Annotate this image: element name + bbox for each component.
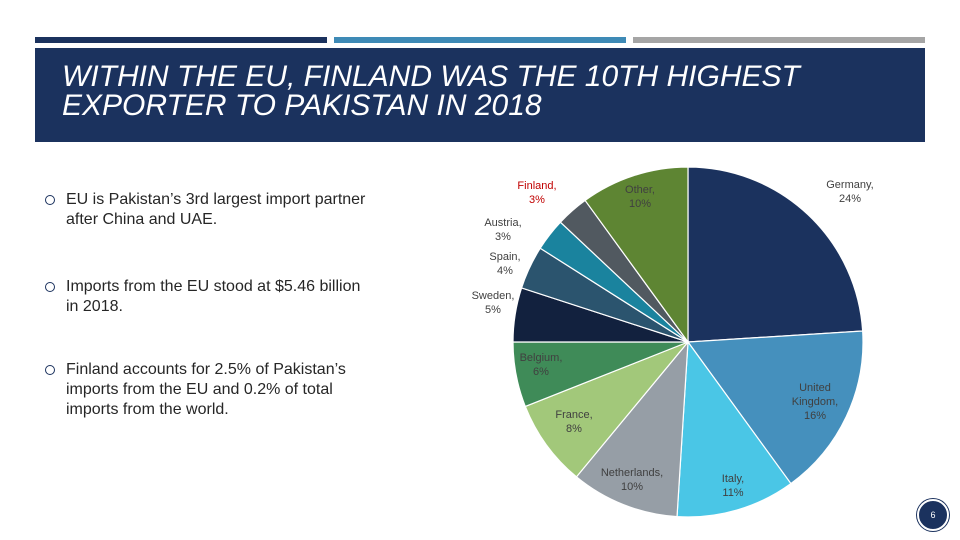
accent-bar-1 bbox=[35, 37, 327, 43]
bullet-text: Finland accounts for 2.5% of Pakistan’s … bbox=[66, 361, 346, 418]
bullet-circle-icon bbox=[45, 282, 55, 292]
data-label-united-kingdom: United Kingdom, 16% bbox=[792, 382, 838, 422]
data-label-belgium: Belgium, 6% bbox=[520, 352, 563, 378]
bullet-text: Imports from the EU stood at $5.46 billi… bbox=[66, 278, 361, 315]
pie-slice-italy bbox=[676, 340, 792, 518]
data-label-italy: Italy, 11% bbox=[722, 473, 744, 499]
bullet-circle-icon bbox=[45, 195, 55, 205]
bullet-text: EU is Pakistan’s 3rd largest import part… bbox=[66, 191, 366, 228]
accent-bar-2 bbox=[334, 37, 626, 43]
bullet-item: Imports from the EU stood at $5.46 billi… bbox=[45, 277, 375, 317]
page-number-badge: 6 bbox=[917, 499, 949, 531]
data-label-sweden: Sweden, 5% bbox=[472, 290, 515, 316]
pie-slice-germany bbox=[687, 166, 864, 343]
data-label-finland: Finland, 3% bbox=[517, 180, 556, 206]
bullet-item: Finland accounts for 2.5% of Pakistan’s … bbox=[45, 360, 375, 420]
data-label-germany: Germany, 24% bbox=[826, 179, 873, 205]
pie-slice-other bbox=[584, 166, 689, 344]
title-band bbox=[35, 48, 925, 142]
data-label-netherlands: Netherlands, 10% bbox=[601, 467, 663, 493]
data-label-spain: Spain, 4% bbox=[489, 251, 520, 277]
data-label-france: France, 8% bbox=[555, 409, 592, 435]
bullet-item: EU is Pakistan’s 3rd largest import part… bbox=[45, 190, 375, 230]
data-label-other: Other, 10% bbox=[625, 184, 655, 210]
pie-slice-united-kingdom bbox=[686, 330, 864, 485]
slide-title: WITHIN THE EU, FINLAND WAS THE 10TH HIGH… bbox=[62, 60, 800, 122]
accent-bar-3 bbox=[633, 37, 925, 43]
pie-slice-netherlands bbox=[575, 340, 689, 518]
bullet-circle-icon bbox=[45, 365, 55, 375]
data-label-austria: Austria, 3% bbox=[484, 217, 521, 243]
